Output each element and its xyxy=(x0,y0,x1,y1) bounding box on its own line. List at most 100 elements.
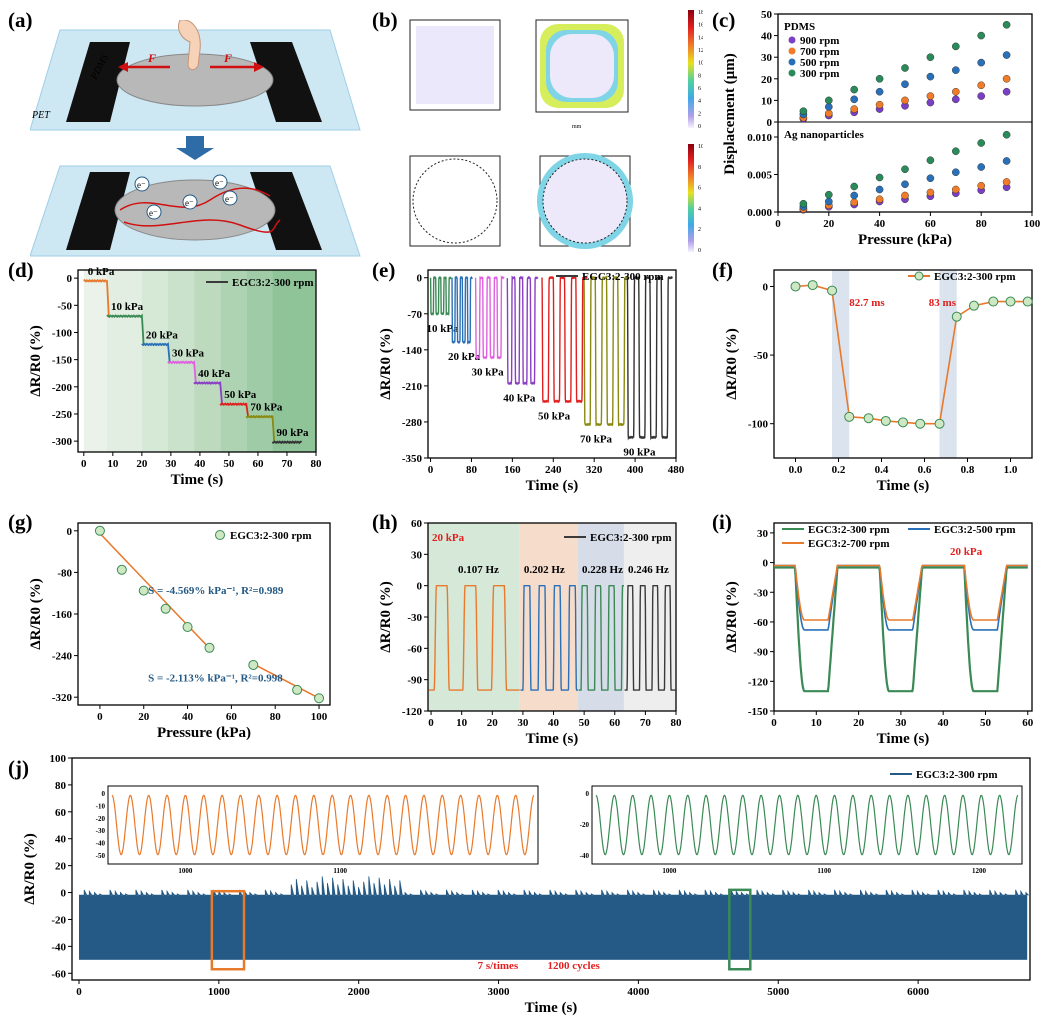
data-point xyxy=(825,190,833,199)
colorbar-top-ticks: 18 16 14 12 10 8 6 4 2 0 xyxy=(698,10,703,130)
panel-label-a: (a) xyxy=(8,8,33,32)
data-point xyxy=(915,418,926,429)
background-band xyxy=(272,270,316,452)
frequency-line xyxy=(520,585,578,691)
data-point xyxy=(825,109,833,118)
current-path-2 xyxy=(123,219,281,233)
data-point xyxy=(116,564,127,575)
y-tick-label: -350 xyxy=(402,453,423,465)
y-axis-label: ΔR/R0 (%) xyxy=(22,833,38,904)
step-label: 30 kPa xyxy=(172,347,205,359)
step-line xyxy=(271,440,303,445)
data-point xyxy=(951,42,960,51)
data-point xyxy=(799,107,808,115)
legend-label: EGC3:2-300 rpm xyxy=(808,524,890,536)
y-tick-label: -320 xyxy=(52,692,73,704)
inset-line xyxy=(595,794,1019,856)
data-point xyxy=(850,85,858,94)
x-tick-label: 5000 xyxy=(767,986,790,998)
background-band xyxy=(107,270,142,452)
highlight-box-orange xyxy=(210,889,246,971)
y-tick-label: 10 xyxy=(761,95,773,107)
data-point xyxy=(901,180,909,189)
data-point xyxy=(1002,75,1011,83)
y-tick-label: 0.010 xyxy=(747,132,772,144)
force-arrowhead-right xyxy=(254,62,264,72)
plot-frame xyxy=(773,269,1033,459)
cycle-line xyxy=(506,275,539,386)
data-point xyxy=(1002,157,1011,165)
data-point xyxy=(951,168,960,177)
y-tick-label: 20 xyxy=(761,74,773,86)
step-line xyxy=(141,342,171,363)
colorbar-tick: 4 xyxy=(698,99,701,105)
y-tick-label: -210 xyxy=(402,381,423,393)
cycle-line xyxy=(626,275,673,441)
data-point xyxy=(1002,87,1011,96)
y-tick-label: 0.000 xyxy=(747,207,772,219)
legend-label: 300 rpm xyxy=(800,68,839,80)
pressure-note: 20 kPa xyxy=(432,532,465,544)
x-tick-label: 4000 xyxy=(627,986,650,998)
data-point xyxy=(901,80,909,88)
current-path-1 xyxy=(119,187,271,211)
y-tick-label: 60 xyxy=(55,807,67,819)
legend-label: EGC3:2-300 rpm xyxy=(916,769,998,781)
y-tick-label: -40 xyxy=(51,941,66,953)
panel-label-b: (b) xyxy=(372,8,398,32)
background-band xyxy=(83,270,108,452)
pressure-note: 20 kPa xyxy=(950,546,983,558)
data-point xyxy=(1005,296,1016,307)
data-point xyxy=(977,81,986,90)
fit-annotation: S = -2.113% kPa⁻¹, R²=0.998 xyxy=(148,673,283,685)
step-line xyxy=(245,414,276,443)
data-point xyxy=(1002,130,1011,139)
data-point xyxy=(1022,296,1033,307)
panel-label-g: (g) xyxy=(8,510,33,534)
inset-x-tick: 1200 xyxy=(972,867,987,875)
x-tick-label: 10 xyxy=(107,458,119,470)
y-tick-label: 30 xyxy=(761,52,773,64)
data-point xyxy=(1002,51,1011,59)
legend-label: 900 rpm xyxy=(800,35,839,47)
data-point xyxy=(926,92,935,100)
colorbar-top xyxy=(688,10,694,128)
x-tick-label: 60 xyxy=(252,458,264,470)
data-point xyxy=(951,95,960,104)
x-tick-label: 40 xyxy=(938,717,950,729)
force-label-right: F xyxy=(223,51,232,65)
legend-label: 500 rpm xyxy=(800,57,839,69)
data-point xyxy=(926,98,935,107)
data-point xyxy=(825,103,833,111)
frequency-line xyxy=(578,585,624,691)
x-tick-label: 70 xyxy=(640,717,652,729)
legend-label: EGC3:2-500 rpm xyxy=(934,524,1016,536)
data-point xyxy=(988,296,999,307)
panel-label-h: (h) xyxy=(372,510,398,534)
inset-y-tick: -30 xyxy=(96,827,106,835)
x-tick-label: 160 xyxy=(504,464,521,476)
data-point xyxy=(977,31,986,40)
pdms-square-fill xyxy=(416,26,494,104)
data-point xyxy=(850,198,858,207)
pet-label: PET xyxy=(31,110,51,121)
x-axis-label: Time (s) xyxy=(171,472,224,488)
force-label-left: F xyxy=(147,51,156,65)
x-tick-label: 20 xyxy=(138,711,150,723)
data-point xyxy=(880,415,891,426)
down-arrow-icon xyxy=(176,136,214,160)
electron-icon: e⁻ xyxy=(225,194,234,204)
inset-y-tick: -10 xyxy=(96,802,106,810)
x-axis-label: Time (s) xyxy=(877,731,930,747)
data-point xyxy=(1002,21,1011,29)
x-tick-label: 100 xyxy=(1024,218,1041,230)
x-tick-label: 80 xyxy=(671,717,683,729)
y-tick-label: -100 xyxy=(52,327,73,339)
data-point xyxy=(875,100,884,109)
x-tick-label: 0.8 xyxy=(961,464,975,476)
panel-label-j: (j) xyxy=(8,756,29,780)
timing-band xyxy=(832,270,850,458)
highlight-box-green xyxy=(728,888,752,971)
inset-y-tick: -20 xyxy=(580,821,590,829)
colorbar-tick: 14 xyxy=(698,35,703,41)
